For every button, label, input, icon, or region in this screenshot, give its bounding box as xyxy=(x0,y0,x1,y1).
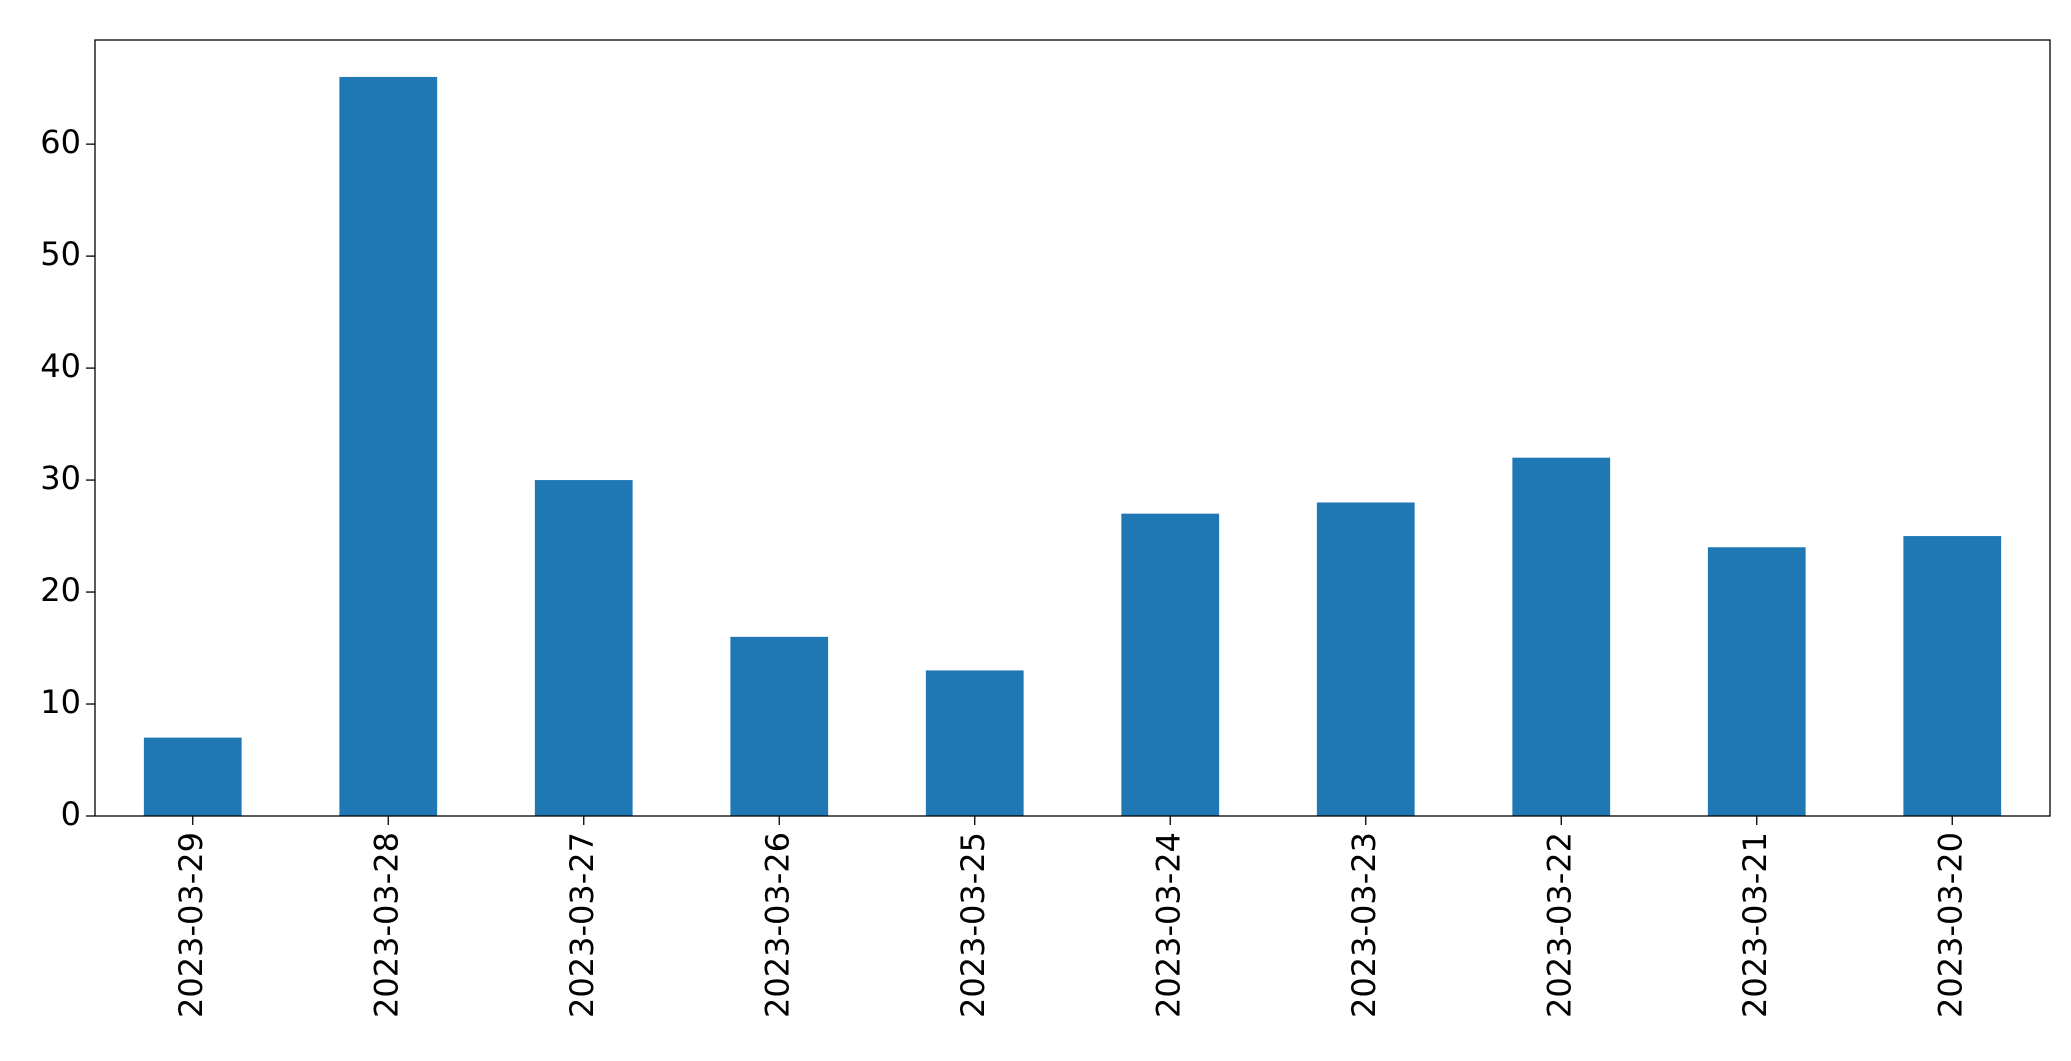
y-tick-label: 20 xyxy=(40,571,81,609)
x-tick-label: 2023-03-23 xyxy=(1345,832,1383,1018)
bar xyxy=(1512,457,1611,816)
x-tick-label: 2023-03-22 xyxy=(1540,832,1578,1018)
bar xyxy=(1121,513,1220,816)
bar xyxy=(339,76,438,816)
bar xyxy=(534,480,633,816)
bar xyxy=(1316,502,1415,816)
bar xyxy=(143,737,242,816)
x-tick-label: 2023-03-27 xyxy=(563,832,601,1018)
x-tick-label: 2023-03-28 xyxy=(367,832,405,1018)
x-tick-label: 2023-03-25 xyxy=(954,832,992,1018)
y-tick-label: 0 xyxy=(61,795,81,833)
y-tick-label: 10 xyxy=(40,683,81,721)
y-tick-label: 50 xyxy=(40,235,81,273)
x-tick-label: 2023-03-26 xyxy=(758,832,796,1018)
bar xyxy=(1707,547,1806,816)
y-tick-label: 40 xyxy=(40,347,81,385)
bar xyxy=(925,670,1024,816)
plot-frame xyxy=(94,39,2051,817)
x-tick-label: 2023-03-21 xyxy=(1736,832,1774,1018)
bar xyxy=(730,636,829,816)
y-tick-label: 30 xyxy=(40,459,81,497)
x-tick-label: 2023-03-24 xyxy=(1149,832,1187,1018)
x-tick-label: 2023-03-29 xyxy=(172,832,210,1018)
bar xyxy=(1903,536,2002,816)
y-tick-label: 60 xyxy=(40,123,81,161)
x-tick-label: 2023-03-20 xyxy=(1931,832,1969,1018)
